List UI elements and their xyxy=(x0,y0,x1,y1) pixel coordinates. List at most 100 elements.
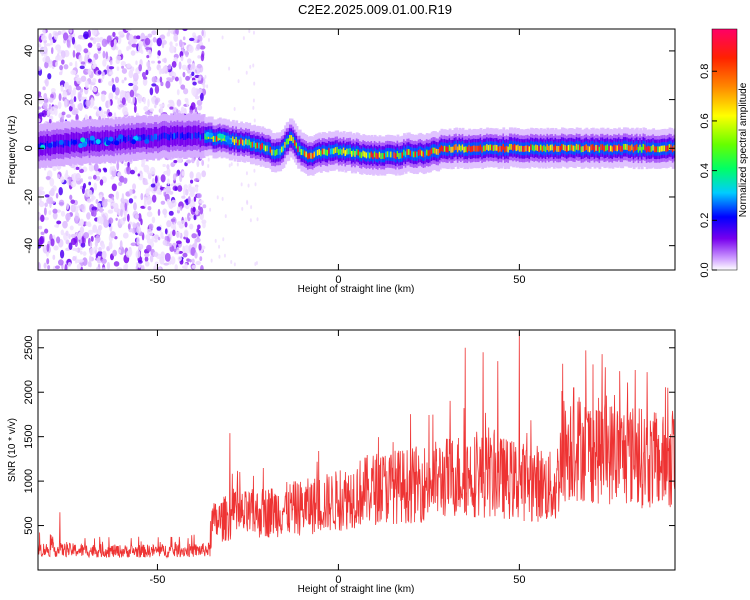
spectrogram-noise-cell xyxy=(184,263,188,270)
spectrogram-ridge-peak xyxy=(640,146,644,153)
spectrogram-ridge-peak xyxy=(168,134,172,141)
spectrogram-noise-cell xyxy=(144,253,150,258)
spectrogram-ridge-peak xyxy=(346,148,349,155)
spectrogram-ridge-peak xyxy=(93,138,97,144)
spectrogram-noise-cell xyxy=(194,209,199,216)
spectrogram-ridge-peak xyxy=(276,149,279,155)
spectrogram-ridge-peak xyxy=(56,140,59,147)
spectrogram-ridge-peak xyxy=(264,145,268,152)
spectrogram-noise-cell xyxy=(129,89,135,98)
spectrogram-noise-cell xyxy=(61,59,65,65)
spectrogram-noise-cell xyxy=(97,224,103,231)
spectrogram-noise-cell xyxy=(57,55,63,61)
spectrogram-ridge-peak xyxy=(481,146,484,153)
spectrogram-noise-cell xyxy=(206,84,209,89)
spectrogram-noise-cell xyxy=(101,243,106,250)
spectrogram-ridge-peak xyxy=(351,150,354,157)
spectrogram-noise-cell xyxy=(68,105,73,112)
spectrogram-ridge-peak xyxy=(520,145,524,152)
spectrogram-noise-cell xyxy=(149,108,155,112)
spectrogram-ridge-peak xyxy=(176,131,180,138)
spectrogram-noise-cell xyxy=(185,75,191,81)
spectrogram-ridge-peak xyxy=(404,151,408,158)
spectrogram-ridge-peak xyxy=(548,145,551,152)
spectrogram-noise-cell xyxy=(108,80,113,87)
spectrogram-noise-cell xyxy=(68,176,72,186)
spectrogram-noise-cell xyxy=(169,45,175,54)
spectrogram-noise-cell xyxy=(67,261,72,267)
spectrogram-ridge-peak xyxy=(556,145,559,152)
spectrogram-noise-cell xyxy=(90,97,94,105)
spectrogram-ridge-peak xyxy=(92,138,95,145)
spectrogram-noise-cell xyxy=(182,252,188,258)
spectrogram-ridge-peak xyxy=(106,136,110,143)
spectrogram-noise-cell xyxy=(96,202,102,209)
spectrogram-ridge-peak xyxy=(425,149,429,156)
spectrogram-ridge-peak xyxy=(466,146,470,153)
spectrogram-ridge-peak xyxy=(253,141,256,148)
spectrogram-noise-cell xyxy=(143,97,146,105)
spectrogram-ridge-peak xyxy=(87,138,90,144)
spectrogram-ridge-peak xyxy=(105,136,108,143)
spectrogram-ridge-peak xyxy=(355,148,359,155)
spectrogram-noise-cell xyxy=(63,64,69,70)
spectrogram-noise-cell xyxy=(166,198,170,205)
spectrogram-ridge-peak xyxy=(600,144,603,151)
spectrogram-ridge-peak xyxy=(572,145,576,152)
spectrogram-noise-cell xyxy=(77,104,81,110)
spectrogram-noise-cell xyxy=(117,171,122,177)
spectrogram-ridge-peak xyxy=(476,145,480,152)
spectrogram-noise-cell xyxy=(198,205,201,211)
spectrogram-ridge-peak xyxy=(352,149,356,156)
spectrogram-noise-cell xyxy=(44,217,49,221)
spectrogram-noise-cell xyxy=(131,43,138,48)
spectrogram-noise-cell xyxy=(189,171,194,179)
spectrogram-noise-cell xyxy=(230,260,233,265)
spectrogram-ridge-peak xyxy=(328,147,331,154)
spectrogram-ridge-peak xyxy=(605,145,608,152)
spectrogram-noise-cell xyxy=(132,96,136,104)
spectrogram-noise-cell xyxy=(147,206,152,211)
snr-plot-area xyxy=(38,330,675,570)
spectrogram-noise-cell xyxy=(114,95,118,100)
spectrogram-ridge-peak xyxy=(62,141,66,148)
spectrogram-noise-cell xyxy=(144,111,150,115)
spectrogram-ridge-peak xyxy=(77,139,81,146)
spectrogram-ridge-peak xyxy=(334,147,338,154)
spectrogram-ridge-peak xyxy=(235,136,239,143)
spectrogram-noise-cell xyxy=(218,244,221,249)
spectrogram-noise-cell xyxy=(151,83,157,87)
spectrogram-noise-cell xyxy=(45,175,51,180)
spectrogram-noise-cell xyxy=(40,34,47,42)
spectrogram-noise-cell xyxy=(120,91,126,96)
spectrogram-noise-cell xyxy=(46,110,50,116)
spectrogram-ridge-peak xyxy=(657,146,660,153)
colorbar-label: Normalized spectral amplitude xyxy=(738,82,749,217)
spectrogram-ridge-peak xyxy=(445,146,449,153)
spectrogram-noise-cell xyxy=(70,233,77,238)
spectrogram-noise-cell xyxy=(152,251,159,258)
spectrogram-ridge-peak xyxy=(399,152,403,159)
spectrogram-noise-cell xyxy=(103,111,107,115)
spectrogram-noise-cell xyxy=(159,256,165,265)
spectrogram-ridge-peak xyxy=(474,145,478,152)
spectrogram-noise-cell xyxy=(246,199,249,204)
spectrogram-ridge-peak xyxy=(567,144,571,151)
spectrogram-noise-cell xyxy=(58,93,62,101)
spectrogram-ridge-peak xyxy=(285,138,289,145)
spectrogram-noise-cell xyxy=(249,218,252,223)
spectrogram-noise-cell xyxy=(165,185,171,194)
spectrogram-ridge-peak xyxy=(193,132,196,139)
spectrogram-ridge-peak xyxy=(448,145,452,151)
spectrogram-ticks: -50 0 50 -40 -20 0 20 40 xyxy=(23,29,675,286)
spectrogram-ridge-peak xyxy=(642,143,646,150)
spectrogram-noise-cell xyxy=(59,65,64,71)
spectrogram-ridge-peak xyxy=(316,149,320,156)
spectrogram-noise-cell xyxy=(121,68,128,74)
spectrogram-noise-cell xyxy=(58,259,64,266)
spectrogram-ridge-peak xyxy=(452,146,455,153)
spectrogram-noise-cell xyxy=(88,255,92,263)
spectrogram-ridge-peak xyxy=(189,133,193,139)
spectrogram-noise-cell xyxy=(129,169,135,175)
spectrogram-ridge-peak xyxy=(258,142,261,149)
